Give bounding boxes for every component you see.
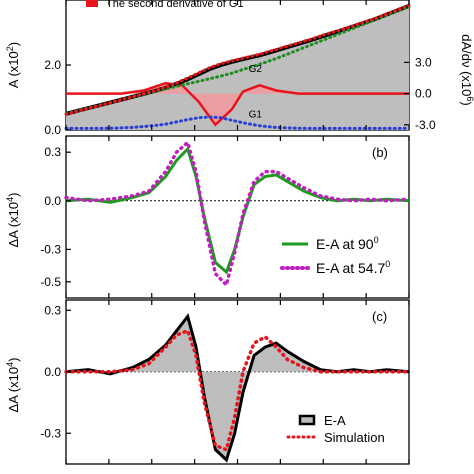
panel-b-label: (b) xyxy=(372,145,388,160)
panel-c-ytick-label-0: 0.3 xyxy=(44,303,61,317)
legend-label-derivative: The second derivative of G1 xyxy=(106,0,244,10)
legend-label-simulation: Simulation xyxy=(324,430,385,445)
panel-a-legend: The second derivative of G1 xyxy=(86,0,244,10)
legend-swatch-derivative xyxy=(86,0,98,7)
legend-label-e-a: E-A xyxy=(324,413,346,428)
panel-c-plot: 0.3 0.0 -0.3 xyxy=(40,300,411,464)
panel-b-ytick-label-0: 0.3 xyxy=(44,145,61,159)
panel-a: G2 G1 0.0 2.0 -3.0 0.0 3.0 The second derivati… xyxy=(5,0,474,137)
panel-a-left-ytick-label-0: 0.0 xyxy=(44,123,61,137)
panel-a-ylabel-right: dA/dν (x106) xyxy=(459,34,474,106)
panel-b: 0.3 0.0 -0.3 -0.5 (b) E-A at 900 E-A at 54.… xyxy=(5,135,411,299)
panel-a-ylabel-left: A (x102) xyxy=(5,42,21,88)
panel-a-ylabel-right-text: dA/dν (x106) xyxy=(459,34,474,106)
panel-b-plot: 0.3 0.0 -0.3 -0.5 xyxy=(40,136,411,298)
derivative-line xyxy=(66,81,409,127)
panel-a-right-ytick-label-1: 0.0 xyxy=(415,87,432,101)
panel-b-legend: E-A at 900 E-A at 54.70 xyxy=(280,235,390,276)
panel-c-ylabel: ΔA (x104) xyxy=(5,358,21,413)
panel-b-series-line-0 xyxy=(65,146,410,275)
annotation-g1: G1 xyxy=(249,110,263,121)
panel-a-right-ytick-label-2: 3.0 xyxy=(415,55,432,69)
panel-c-ylabel-text: ΔA (x104) xyxy=(5,358,21,413)
panel-b-ytick-label-2: -0.3 xyxy=(40,242,61,256)
panel-a-left-ytick-label-1: 2.0 xyxy=(44,58,61,72)
panel-a-right-ytick-label-0: -3.0 xyxy=(415,118,436,132)
panel-b-ylabel: ΔA (x104) xyxy=(5,193,21,248)
fit-line xyxy=(64,3,411,116)
legend-label-e-a-54-7: E-A at 54.70 xyxy=(316,259,390,276)
panel-c-ytick-label-2: -0.3 xyxy=(40,426,61,440)
panel-c-series-fill-0 xyxy=(66,316,409,460)
panel-a-ylabel-left-text: A (x102) xyxy=(5,42,21,88)
panel-c: 0.3 0.0 -0.3 (c) E-A Simulation ΔA (x104) xyxy=(5,299,411,465)
panel-b-ytick-label-1: 0.0 xyxy=(44,194,61,208)
g1-line xyxy=(64,115,411,130)
panel-c-legend: E-A Simulation xyxy=(286,413,385,445)
panel-c-label: (c) xyxy=(372,309,387,324)
annotation-g2: G2 xyxy=(249,64,263,75)
legend-swatch-e-a xyxy=(298,414,316,426)
panel-b-ylabel-text: ΔA (x104) xyxy=(5,193,21,248)
legend-label-e-a-90: E-A at 900 xyxy=(316,235,379,252)
panel-a-plot: G2 G1 0.0 2.0 -3.0 0.0 3.0 xyxy=(44,0,436,137)
panel-b-series-line-1 xyxy=(64,139,411,289)
panel-c-series-line-1 xyxy=(64,328,411,452)
panel-b-ytick-label-3: -0.5 xyxy=(40,275,61,289)
panel-c-ytick-label-1: 0.0 xyxy=(44,365,61,379)
